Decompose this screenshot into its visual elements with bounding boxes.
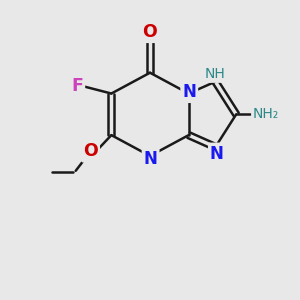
Text: N: N: [144, 150, 158, 168]
Text: N: N: [182, 83, 196, 101]
Text: O: O: [142, 23, 158, 41]
Text: O: O: [83, 142, 98, 160]
Text: F: F: [71, 77, 83, 95]
Text: NH₂: NH₂: [253, 107, 279, 121]
Text: N: N: [210, 145, 224, 163]
Text: NH: NH: [205, 67, 226, 81]
